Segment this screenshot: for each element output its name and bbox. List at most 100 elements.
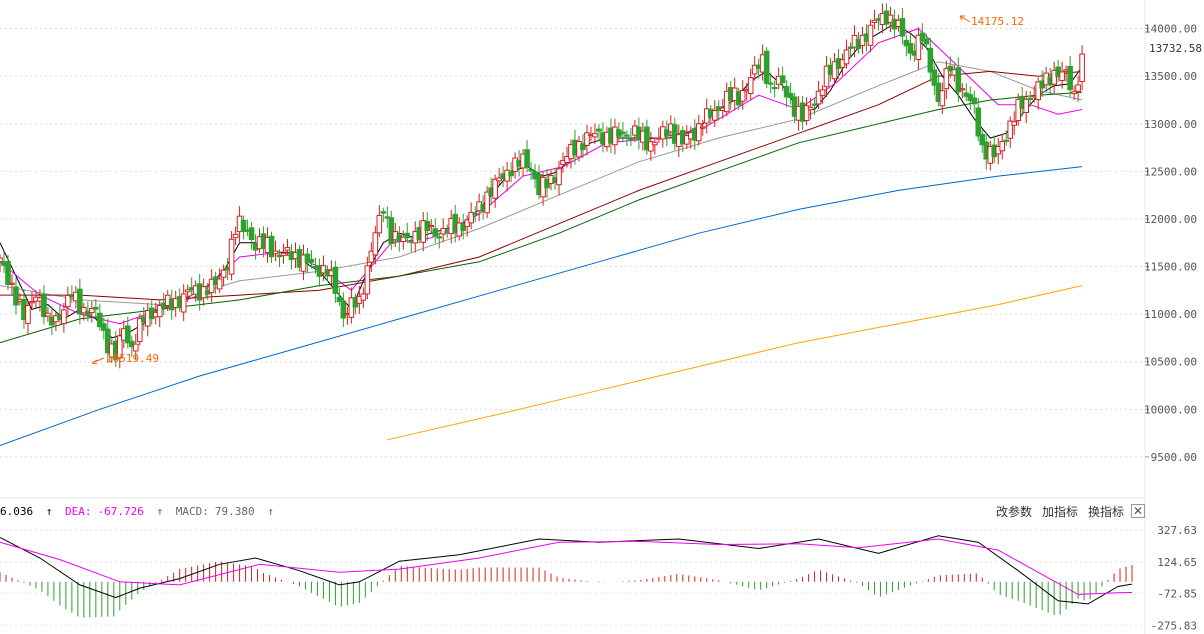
candle-up: [132, 343, 139, 352]
candle-down: [472, 213, 478, 216]
candle-up: [1011, 121, 1018, 126]
candle-down: [340, 300, 347, 319]
candle-down: [979, 133, 986, 146]
candle-down: [240, 219, 247, 232]
candle-down: [771, 86, 778, 90]
candle-up: [89, 308, 95, 314]
candle-up: [723, 90, 730, 113]
high-arrow: [959, 15, 971, 23]
candle-down: [955, 67, 962, 93]
candle-up: [136, 318, 143, 343]
candle-down: [947, 65, 954, 72]
candle-down: [524, 149, 530, 168]
price-tick-label: 12500.00: [1144, 165, 1197, 178]
change-params-button[interactable]: 改参数: [996, 505, 1033, 519]
price-tick-label: 11000.00: [1144, 308, 1197, 321]
dea-value: DEA: -67.726 ↑: [65, 505, 164, 518]
price-axis: 9500.00 10000.00 10500.00 11000.00 11500.00 1…: [1144, 23, 1197, 464]
candle-up: [939, 90, 946, 107]
candle-up: [815, 90, 822, 105]
candle-down: [1067, 65, 1073, 91]
high-price-label: 14175.12: [971, 15, 1024, 28]
candles: [0, 3, 1085, 369]
macd-tick-label: -72.85: [1157, 587, 1197, 600]
candle-down: [620, 131, 626, 135]
candle-up: [116, 335, 123, 359]
candle-down: [336, 296, 343, 303]
candle-up: [999, 141, 1006, 152]
candle-down: [787, 92, 794, 99]
price-tick-label: 14000.00: [1144, 23, 1197, 36]
macd-value: MACD: 79.380 ↑: [175, 505, 274, 518]
candle-down: [85, 311, 91, 317]
candle-down: [460, 223, 466, 232]
switch-indicator-button[interactable]: 换指标: [1088, 505, 1125, 519]
add-indicator-button[interactable]: 加指标: [1042, 505, 1079, 519]
candle-up: [803, 105, 810, 122]
candle-down: [105, 328, 111, 354]
price-tick-label: 13500.00: [1144, 70, 1197, 83]
candle-up: [61, 309, 67, 325]
candle-up: [584, 132, 590, 146]
candle-down: [332, 266, 339, 294]
low-arrow: [91, 357, 105, 365]
candle-down: [508, 171, 514, 177]
candle-up: [280, 252, 287, 257]
candle-up: [25, 305, 31, 324]
candle-up: [184, 289, 191, 293]
candle-down: [388, 217, 395, 245]
candle-up: [887, 14, 894, 23]
candle-up: [695, 123, 702, 142]
low-price-label: 10519.49: [106, 352, 159, 365]
candle-down: [41, 293, 47, 318]
candle-up: [807, 106, 814, 111]
candle-down: [248, 227, 255, 241]
macd-gridlines: [0, 529, 1145, 626]
dif-line: [0, 535, 1133, 605]
candle-down: [931, 69, 938, 86]
candle-up: [180, 293, 187, 313]
candle-down: [432, 228, 439, 237]
price-tick-label: 10000.00: [1144, 403, 1197, 416]
candle-up: [228, 238, 235, 275]
macd-legend: 6.036 ↑ DEA: -67.726 ↑ MACD: 79.380 ↑: [0, 504, 280, 520]
candle-up: [1051, 69, 1057, 85]
price-tick-label: 11500.00: [1144, 261, 1197, 274]
candle-up: [372, 232, 379, 256]
candle-down: [93, 306, 99, 310]
candle-up: [420, 220, 427, 243]
candle-down: [101, 323, 107, 331]
candle-up: [45, 312, 51, 317]
candle-down: [907, 43, 914, 54]
candle-up: [1007, 120, 1014, 139]
candle-up: [915, 34, 922, 60]
candle-up: [400, 236, 407, 243]
candle-up: [1075, 84, 1081, 92]
candle-up: [468, 211, 474, 224]
candle-down: [308, 258, 315, 263]
candle-down: [1003, 139, 1010, 142]
candle-down: [13, 286, 19, 306]
candle-down: [628, 137, 634, 141]
candle-up: [216, 278, 223, 290]
candle-down: [528, 169, 534, 172]
candle-up: [81, 306, 87, 314]
candle-up: [364, 265, 371, 295]
candle-up: [272, 250, 279, 255]
dif-value: 6.036 ↑: [0, 505, 53, 518]
candle-up: [711, 110, 718, 121]
close-icon[interactable]: ✕: [1131, 504, 1145, 518]
candle-up: [0, 257, 3, 263]
candle-up: [1023, 98, 1029, 113]
candle-up: [492, 178, 498, 199]
candle-up: [564, 155, 570, 164]
macd-tick-label: 327.63: [1157, 524, 1197, 537]
candle-up: [65, 294, 71, 308]
candle-down: [380, 211, 387, 214]
candle-up: [831, 61, 838, 80]
candle-up: [1079, 53, 1085, 82]
candle-down: [783, 86, 790, 98]
macd-lines: [0, 535, 1133, 605]
price-tick-label: 13000.00: [1144, 118, 1197, 131]
